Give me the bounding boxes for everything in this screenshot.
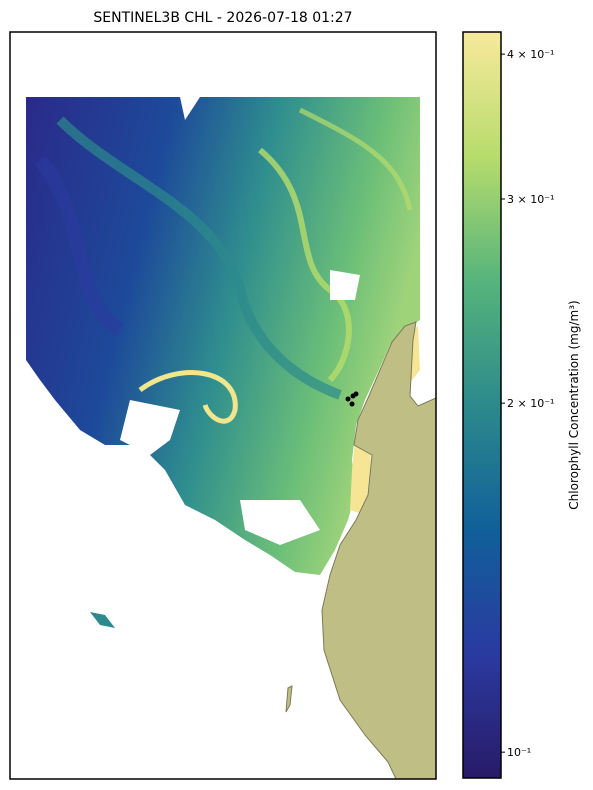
eddy <box>34 155 124 336</box>
cloud-gap <box>330 270 360 300</box>
colorbar-tick-label: 2 × 10⁻¹ <box>507 397 554 410</box>
map-title: SENTINEL3B CHL - 2026-07-18 01:27 <box>93 10 352 26</box>
colorbar-tick-label: 10⁻¹ <box>507 746 531 759</box>
chlorophyll-field <box>26 97 420 575</box>
colorbar-label: Chlorophyll Concentration (mg/m³) <box>567 300 581 509</box>
eddy <box>258 147 352 383</box>
colorbar-tick-label: 4 × 10⁻¹ <box>507 48 554 61</box>
eddy <box>56 116 342 400</box>
map-frame <box>9 31 437 780</box>
station <box>353 391 359 397</box>
land <box>321 321 436 779</box>
colorbar <box>462 31 502 779</box>
colorbar-tick-label: 3 × 10⁻¹ <box>507 193 554 206</box>
station <box>349 401 355 407</box>
island <box>285 685 293 713</box>
eddy <box>298 107 413 211</box>
cloud-gap <box>240 500 320 545</box>
cloud-gap <box>120 400 180 455</box>
bloom-filament <box>138 370 238 424</box>
station <box>345 396 351 402</box>
island <box>90 612 115 628</box>
map <box>26 97 436 779</box>
